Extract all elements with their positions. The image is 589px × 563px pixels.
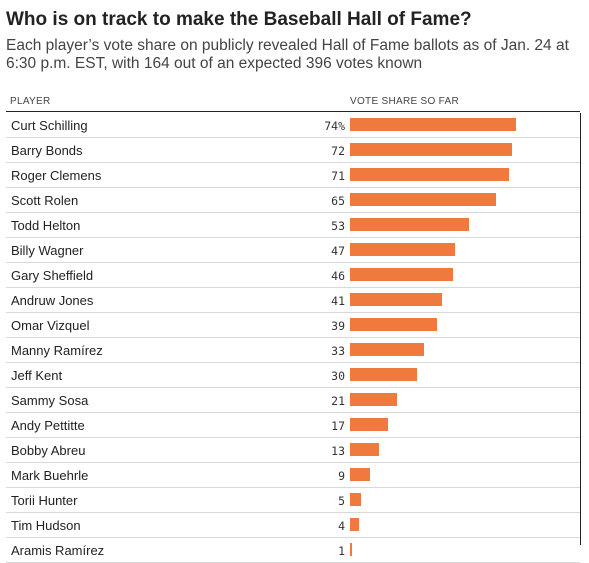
header-rule xyxy=(6,111,580,112)
chart-right-rule xyxy=(580,113,581,545)
vote-share-label: 53 xyxy=(331,219,345,233)
table-row: Mark Buehrle 9 xyxy=(6,463,580,488)
player-name: Torii Hunter xyxy=(11,493,78,508)
table-row: Aramis Ramírez 1 xyxy=(6,538,580,563)
table-row: Curt Schilling 74% xyxy=(6,113,580,138)
player-name: Mark Buehrle xyxy=(11,468,89,483)
player-name: Omar Vizquel xyxy=(11,318,90,333)
vote-share-label: 46 xyxy=(331,269,345,283)
table-row: Torii Hunter 5 xyxy=(6,488,580,513)
table-row: Barry Bonds 72 xyxy=(6,138,580,163)
vote-share-bar xyxy=(350,293,442,306)
vote-share-bar xyxy=(350,243,456,256)
vote-share-bar xyxy=(350,443,380,456)
vote-share-bar xyxy=(350,493,362,506)
table-row: Andruw Jones 41 xyxy=(6,288,580,313)
vote-share-label: 72 xyxy=(331,144,345,158)
column-header-player: PLAYER xyxy=(10,96,51,107)
vote-share-bar xyxy=(350,368,418,381)
player-name: Andy Pettitte xyxy=(11,418,85,433)
table-row: Gary Sheffield 46 xyxy=(6,263,580,288)
vote-share-bar xyxy=(350,468,371,481)
vote-share-label: 17 xyxy=(331,419,345,433)
vote-share-bar xyxy=(350,193,496,206)
vote-share-label: 13 xyxy=(331,444,345,458)
table-row: Tim Hudson 4 xyxy=(6,513,580,538)
vote-share-bar xyxy=(350,268,454,281)
vote-share-bar xyxy=(350,418,389,431)
vote-share-label: 4 xyxy=(338,519,345,533)
vote-share-bar xyxy=(350,393,398,406)
player-name: Aramis Ramírez xyxy=(11,543,105,558)
player-name: Todd Helton xyxy=(11,218,81,233)
bar-chart-rows: Curt Schilling 74% Barry Bonds 72 Roger Clem… xyxy=(6,113,580,563)
vote-share-label: 39 xyxy=(331,319,345,333)
table-row: Andy Pettitte 17 xyxy=(6,413,580,438)
player-name: Barry Bonds xyxy=(11,143,83,158)
column-header-vote-share: VOTE SHARE SO FAR xyxy=(350,96,460,107)
chart-title: Who is on track to make the Baseball Hal… xyxy=(6,9,472,30)
player-name: Bobby Abreu xyxy=(11,443,86,458)
vote-share-label: 33 xyxy=(331,344,345,358)
vote-share-label: 30 xyxy=(331,369,345,383)
player-name: Andruw Jones xyxy=(11,293,94,308)
table-row: Jeff Kent 30 xyxy=(6,363,580,388)
player-name: Roger Clemens xyxy=(11,168,102,183)
vote-share-bar xyxy=(350,218,469,231)
player-name: Billy Wagner xyxy=(11,243,84,258)
vote-share-label: 74% xyxy=(324,119,345,133)
vote-share-label: 5 xyxy=(338,494,345,508)
vote-share-bar xyxy=(350,343,425,356)
table-row: Bobby Abreu 13 xyxy=(6,438,580,463)
table-row: Omar Vizquel 39 xyxy=(6,313,580,338)
table-row: Billy Wagner 47 xyxy=(6,238,580,263)
player-name: Manny Ramírez xyxy=(11,343,103,358)
table-row: Sammy Sosa 21 xyxy=(6,388,580,413)
vote-share-bar xyxy=(350,518,359,531)
player-name: Tim Hudson xyxy=(11,518,81,533)
vote-share-bar xyxy=(350,168,510,181)
table-row: Todd Helton 53 xyxy=(6,213,580,238)
table-row: Scott Rolen 65 xyxy=(6,188,580,213)
player-name: Scott Rolen xyxy=(11,193,79,208)
vote-share-label: 9 xyxy=(338,469,345,483)
vote-share-bar xyxy=(350,143,512,156)
player-name: Gary Sheffield xyxy=(11,268,94,283)
vote-share-label: 21 xyxy=(331,394,345,408)
player-name: Curt Schilling xyxy=(11,118,88,133)
player-name: Sammy Sosa xyxy=(11,393,89,408)
vote-share-label: 1 xyxy=(338,544,345,558)
table-row: Roger Clemens 71 xyxy=(6,163,580,188)
vote-share-label: 47 xyxy=(331,244,345,258)
vote-share-bar xyxy=(350,543,353,556)
vote-share-label: 65 xyxy=(331,194,345,208)
chart-subtitle: Each player’s vote share on publicly rev… xyxy=(6,37,569,72)
vote-share-bar xyxy=(350,318,438,331)
vote-share-bar xyxy=(350,118,516,131)
player-name: Jeff Kent xyxy=(11,368,63,383)
vote-share-label: 71 xyxy=(331,169,345,183)
table-row: Manny Ramírez 33 xyxy=(6,338,580,363)
vote-share-label: 41 xyxy=(331,294,345,308)
